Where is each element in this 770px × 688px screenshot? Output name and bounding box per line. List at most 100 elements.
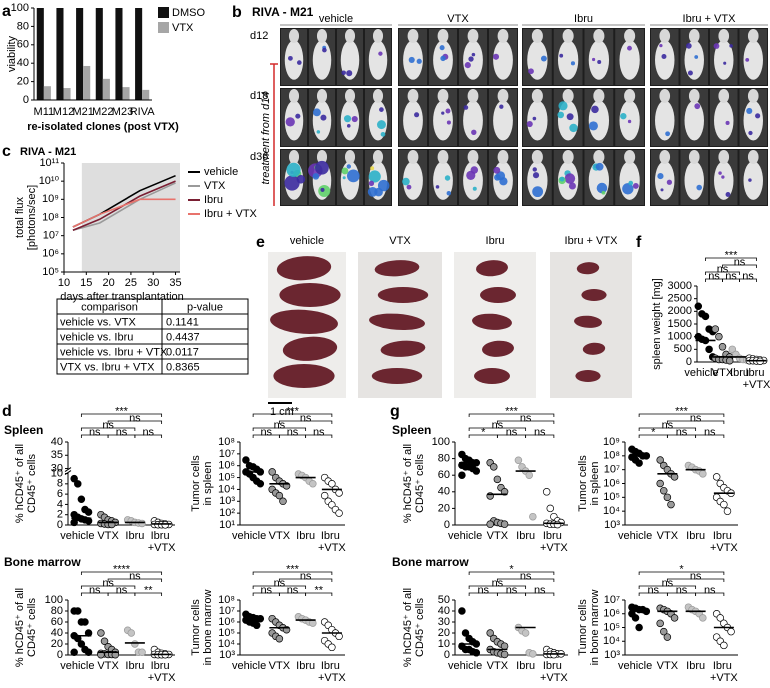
y-tick-label: 40 <box>17 57 29 69</box>
x-tick-label: M12 <box>53 106 74 118</box>
y-tick-label: 10⁷ <box>604 464 620 476</box>
signal-blob <box>687 70 693 76</box>
mouse <box>407 89 419 103</box>
y-tick-label: 10³ <box>604 649 620 661</box>
mouse <box>437 150 449 164</box>
signal-blob <box>295 113 301 119</box>
significance-bracket <box>638 585 697 589</box>
mouse <box>659 29 671 43</box>
x-tick-label: Ibru <box>516 530 535 542</box>
significance-label: *** <box>505 405 519 417</box>
y-tick-label: 10⁸ <box>42 211 59 223</box>
data-point <box>500 642 509 650</box>
signal-blob <box>532 116 537 121</box>
x-tick-label: Ibru +VTX <box>148 660 176 684</box>
bar <box>56 8 64 100</box>
y-tick-label: 500 <box>674 343 692 355</box>
data-point <box>131 640 139 648</box>
data-point <box>472 467 481 475</box>
mouse <box>497 89 509 103</box>
significance-bracket <box>695 592 725 596</box>
signal-blob <box>378 51 383 56</box>
signal-blob <box>597 60 602 65</box>
significance-label: *** <box>286 405 300 417</box>
group-label: VTX <box>447 13 469 25</box>
y-tick-label: 60 <box>51 616 63 628</box>
signal-blob <box>444 175 451 181</box>
signal-blob <box>318 185 331 198</box>
significance-label: ns <box>300 570 312 582</box>
spleen <box>377 287 429 303</box>
signal-blob <box>367 186 378 197</box>
y-tick-label: 10³ <box>219 649 235 661</box>
significance-bracket <box>278 578 333 582</box>
significance-bracket <box>252 585 307 589</box>
mouse <box>463 100 483 141</box>
y-tick-label: 10⁴ <box>603 505 620 517</box>
data-point <box>699 470 707 478</box>
signal-blob <box>370 166 375 171</box>
y-tick-label: 35 <box>51 449 63 461</box>
mouse <box>493 100 513 141</box>
signal-blob <box>296 60 302 65</box>
y-tick-label: 30 <box>438 616 450 628</box>
significance-label: ns <box>708 270 720 282</box>
bar <box>102 78 110 100</box>
significance-bracket <box>496 420 555 424</box>
significance-bracket <box>278 420 333 424</box>
signal-blob <box>296 174 306 184</box>
y-axis-label: % hCD45⁺ of all <box>14 444 26 523</box>
mouse <box>284 40 304 80</box>
y-tick-label: 1000 <box>668 331 692 343</box>
mouse <box>588 100 610 141</box>
spleen <box>276 256 332 281</box>
signal-blob <box>532 186 544 198</box>
signal-blob <box>532 172 540 179</box>
x-tick-label: 15 <box>80 277 92 289</box>
signal-blob <box>532 167 537 172</box>
data-point <box>514 456 523 465</box>
significance-bracket <box>252 427 307 431</box>
spleen <box>581 289 607 301</box>
panel-label: d <box>2 403 12 420</box>
significance-bracket <box>695 434 725 438</box>
significance-bracket <box>305 434 333 438</box>
significance-label: *** <box>115 405 129 417</box>
mouse <box>747 29 759 43</box>
significance-bracket <box>80 427 136 431</box>
mouse <box>407 29 419 43</box>
y-tick-label: 0 <box>686 356 692 368</box>
signal-blob <box>377 179 390 192</box>
signal-blob <box>564 173 576 184</box>
y-axis-label: % hCD45⁺ of all <box>402 588 414 667</box>
signal-blob <box>445 108 451 114</box>
data-point <box>529 512 537 521</box>
signal-blob <box>569 123 578 133</box>
y-tick-label: 3000 <box>668 280 692 292</box>
significance-label: ns <box>492 419 504 431</box>
y-axis-label: spleen weight [mg] <box>651 278 663 370</box>
spleen <box>480 287 516 303</box>
significance-label: ns <box>676 584 688 596</box>
data-point <box>694 302 703 311</box>
y-tick-label: 10⁶ <box>218 460 235 472</box>
panel-label: e <box>256 234 265 251</box>
significance-label: ns <box>662 577 674 589</box>
data-point <box>275 491 284 500</box>
mouse <box>688 89 700 103</box>
mouse <box>688 29 700 43</box>
data-point <box>716 614 725 622</box>
bar <box>63 88 71 100</box>
x-tick-label: 20 <box>102 277 114 289</box>
mouse <box>344 29 356 43</box>
signal-blob <box>665 131 671 137</box>
y-tick-label: 10¹ <box>219 519 235 531</box>
x-tick-label: vehicle <box>448 530 482 542</box>
signal-blob <box>620 112 627 120</box>
mouse <box>340 40 360 80</box>
mouse <box>497 29 509 43</box>
significance-label: ns <box>142 426 154 438</box>
y-tick-label: 10² <box>219 507 235 519</box>
signal-blob <box>713 43 720 49</box>
spleen <box>369 313 425 331</box>
